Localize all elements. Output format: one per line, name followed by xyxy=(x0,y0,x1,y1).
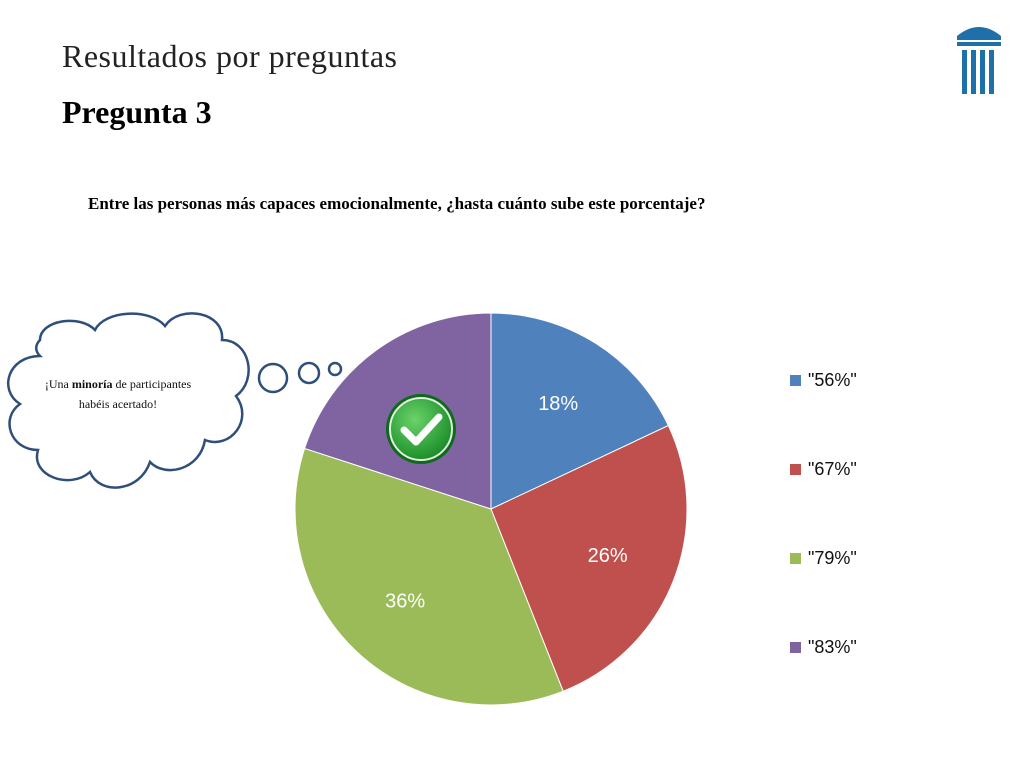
slide-title: Resultados por preguntas xyxy=(62,38,398,74)
question-number: Pregunta 3 xyxy=(62,94,212,130)
checkmark-icon xyxy=(386,394,456,464)
legend-swatch xyxy=(790,641,801,653)
legend-item: "56%" xyxy=(790,368,857,392)
legend-label: "79%" xyxy=(808,547,857,568)
columns-logo-icon xyxy=(957,27,1001,94)
legend-swatch xyxy=(790,463,801,475)
callout-emphasis: minoría xyxy=(71,377,113,391)
chart-legend: "56%" "67%" "79%" "83%" xyxy=(790,368,910,668)
legend-label: "67%" xyxy=(808,458,857,479)
pie-data-label: 26% xyxy=(588,545,628,567)
legend-label: "56%" xyxy=(808,369,857,390)
legend-label: "83%" xyxy=(808,636,857,657)
legend-item: "67%" xyxy=(790,457,857,481)
pie-slice xyxy=(294,447,564,706)
question-text: Entre las personas más capaces emocional… xyxy=(88,194,706,213)
legend-item: "79%" xyxy=(790,546,857,570)
legend-item: "83%" xyxy=(790,635,857,659)
pie-data-label: 18% xyxy=(538,393,578,415)
pie-data-label: 36% xyxy=(385,590,425,612)
thought-cloud xyxy=(7,312,343,489)
legend-swatch xyxy=(790,552,801,564)
pie-slice xyxy=(490,312,670,510)
legend-swatch xyxy=(790,374,801,386)
pie-slice xyxy=(490,424,688,692)
callout-text: ¡Una minoría de participantes habéis ace… xyxy=(44,377,192,411)
